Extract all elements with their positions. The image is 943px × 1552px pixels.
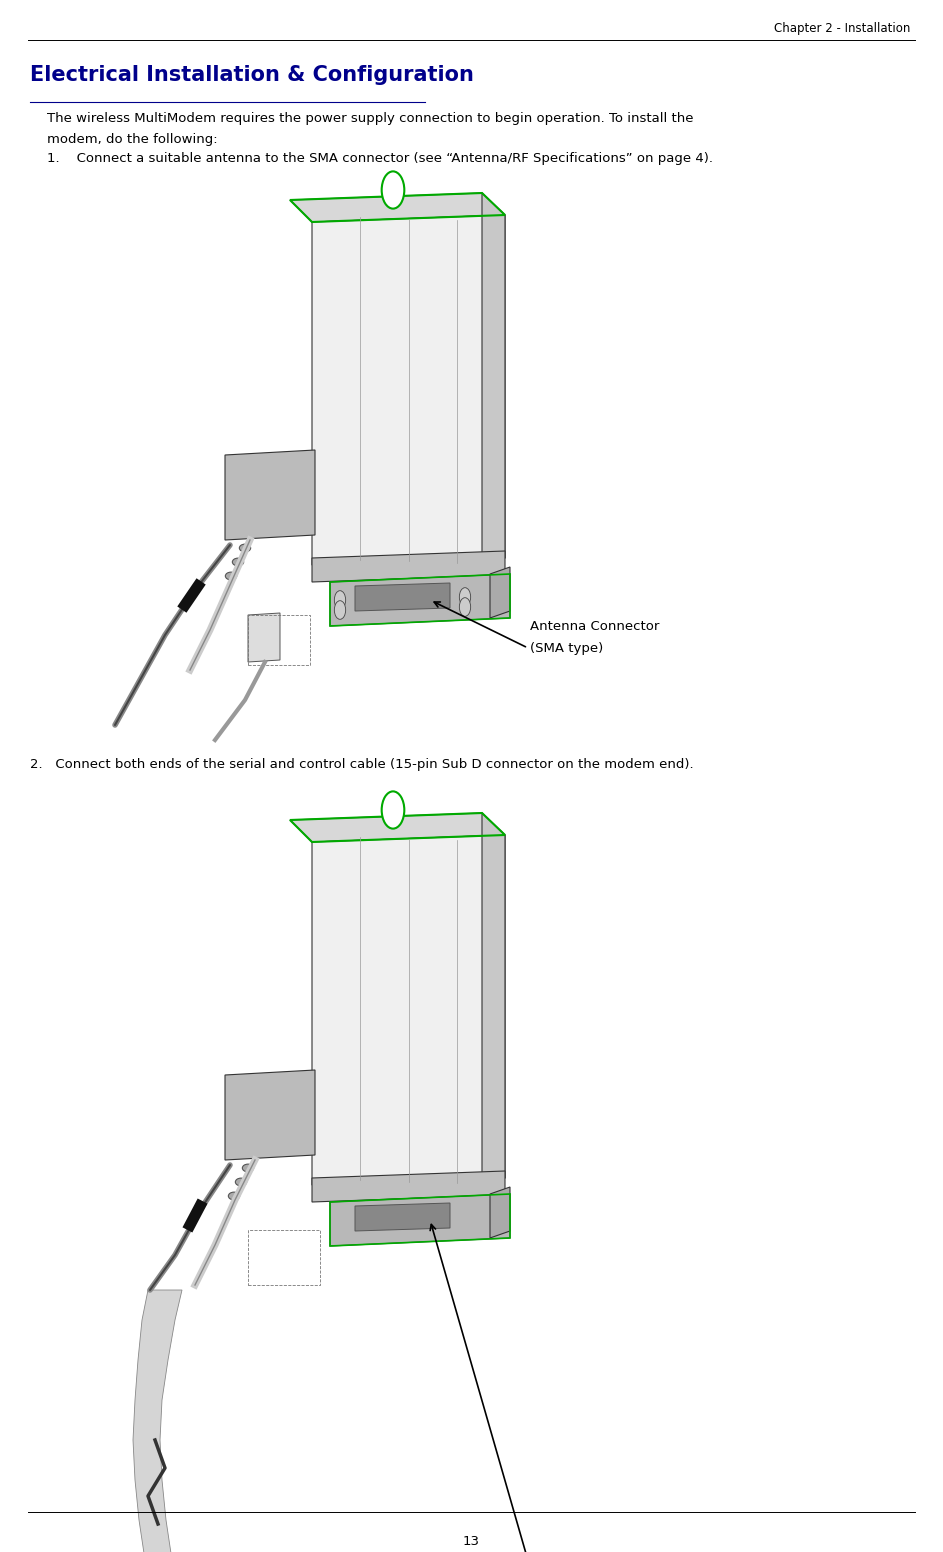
Polygon shape	[248, 613, 280, 663]
Text: Electrical Installation & Configuration: Electrical Installation & Configuration	[30, 65, 474, 85]
Polygon shape	[290, 192, 505, 222]
Text: (SMA type): (SMA type)	[530, 643, 604, 655]
Circle shape	[335, 601, 346, 619]
Ellipse shape	[236, 1178, 247, 1186]
Polygon shape	[312, 216, 505, 565]
Text: Chapter 2 - Installation: Chapter 2 - Installation	[773, 22, 910, 36]
Polygon shape	[482, 192, 505, 580]
Ellipse shape	[240, 545, 251, 553]
Text: 13: 13	[463, 1535, 480, 1547]
Circle shape	[382, 792, 405, 829]
Text: The wireless MultiModem requires the power supply connection to begin operation.: The wireless MultiModem requires the pow…	[47, 112, 693, 126]
Ellipse shape	[228, 1192, 240, 1200]
Polygon shape	[312, 835, 505, 1186]
Text: modem, do the following:: modem, do the following:	[47, 133, 218, 146]
Polygon shape	[225, 450, 315, 540]
Circle shape	[459, 598, 471, 616]
Circle shape	[335, 591, 346, 610]
Polygon shape	[355, 584, 450, 611]
Polygon shape	[330, 574, 510, 625]
Polygon shape	[355, 1203, 450, 1231]
Polygon shape	[490, 1187, 510, 1238]
Circle shape	[382, 171, 405, 208]
Ellipse shape	[232, 559, 243, 566]
Circle shape	[459, 588, 471, 607]
Ellipse shape	[242, 1164, 254, 1172]
Text: Antenna Connector: Antenna Connector	[530, 619, 659, 633]
Polygon shape	[133, 1290, 205, 1552]
Polygon shape	[490, 566, 510, 618]
Polygon shape	[290, 813, 505, 843]
Text: 2.   Connect both ends of the serial and control cable (15-pin Sub D connector o: 2. Connect both ends of the serial and c…	[30, 757, 694, 771]
Polygon shape	[225, 1069, 315, 1159]
Polygon shape	[330, 1193, 510, 1246]
Polygon shape	[312, 551, 505, 582]
Text: 1.    Connect a suitable antenna to the SMA connector (see “Antenna/RF Specifica: 1. Connect a suitable antenna to the SMA…	[47, 152, 713, 165]
Polygon shape	[482, 813, 505, 1200]
Ellipse shape	[225, 573, 237, 580]
Polygon shape	[312, 1172, 505, 1201]
